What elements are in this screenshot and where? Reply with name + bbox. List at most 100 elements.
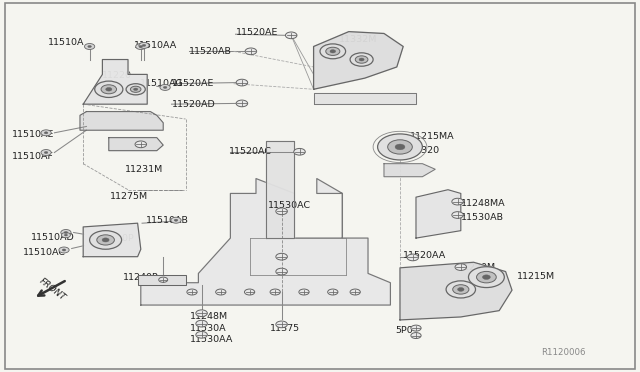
Circle shape — [84, 44, 95, 49]
Circle shape — [139, 45, 143, 48]
Circle shape — [483, 275, 490, 279]
Circle shape — [350, 289, 360, 295]
Circle shape — [446, 281, 476, 298]
Circle shape — [330, 50, 335, 53]
Circle shape — [95, 81, 123, 97]
Circle shape — [196, 331, 207, 338]
Circle shape — [294, 148, 305, 155]
Circle shape — [196, 320, 207, 327]
Text: 11520AC: 11520AC — [229, 147, 272, 156]
Text: 11210P: 11210P — [99, 234, 135, 243]
Text: 11240P: 11240P — [123, 273, 159, 282]
Text: 11510AC: 11510AC — [23, 248, 66, 257]
Text: 11510AD: 11510AD — [31, 233, 74, 242]
Circle shape — [276, 268, 287, 275]
Text: 11520AA: 11520AA — [403, 251, 447, 260]
Circle shape — [458, 288, 464, 291]
Circle shape — [159, 277, 168, 282]
Circle shape — [187, 289, 197, 295]
Text: 11530AC: 11530AC — [268, 201, 310, 210]
Circle shape — [44, 151, 48, 154]
Circle shape — [139, 42, 149, 48]
Circle shape — [270, 289, 280, 295]
Polygon shape — [400, 262, 512, 320]
Circle shape — [245, 48, 257, 55]
Circle shape — [355, 56, 368, 63]
Text: 11510AA: 11510AA — [134, 41, 178, 50]
Circle shape — [477, 272, 496, 283]
Text: 11375: 11375 — [270, 324, 300, 333]
Circle shape — [163, 86, 167, 89]
Circle shape — [378, 134, 422, 160]
Circle shape — [90, 231, 122, 249]
Text: 11510AB: 11510AB — [146, 216, 189, 225]
Circle shape — [102, 238, 109, 242]
Circle shape — [136, 44, 146, 49]
Circle shape — [216, 289, 226, 295]
Text: 11520AE: 11520AE — [172, 79, 214, 88]
Text: 11275M: 11275M — [110, 192, 148, 201]
Polygon shape — [266, 141, 294, 238]
Circle shape — [388, 140, 412, 154]
Polygon shape — [83, 60, 147, 104]
Circle shape — [326, 47, 340, 55]
Polygon shape — [314, 93, 416, 104]
Text: 11510A: 11510A — [48, 38, 84, 47]
FancyBboxPatch shape — [138, 275, 186, 285]
Circle shape — [97, 235, 115, 245]
Circle shape — [126, 84, 145, 95]
Text: 11220M: 11220M — [458, 263, 496, 272]
Circle shape — [285, 32, 297, 39]
Text: 11520AE: 11520AE — [236, 28, 278, 37]
Circle shape — [407, 254, 419, 261]
Text: 11510AG: 11510AG — [140, 79, 183, 88]
Text: 11248MA: 11248MA — [461, 199, 506, 208]
Text: 11520AD: 11520AD — [172, 100, 215, 109]
Polygon shape — [83, 223, 141, 257]
Circle shape — [276, 321, 287, 328]
Text: 11520AB: 11520AB — [189, 47, 232, 56]
Polygon shape — [416, 190, 461, 238]
Circle shape — [452, 212, 463, 218]
Polygon shape — [109, 138, 163, 151]
Circle shape — [134, 88, 138, 90]
Polygon shape — [384, 164, 435, 177]
Circle shape — [106, 87, 112, 91]
Circle shape — [101, 85, 116, 94]
Text: 11320: 11320 — [410, 146, 440, 155]
Circle shape — [160, 84, 170, 90]
Circle shape — [196, 310, 207, 317]
Circle shape — [171, 217, 181, 223]
Circle shape — [61, 232, 70, 238]
Circle shape — [174, 219, 178, 221]
Text: 11510AE: 11510AE — [12, 130, 54, 139]
Circle shape — [350, 53, 373, 66]
Circle shape — [411, 333, 421, 339]
Circle shape — [276, 253, 287, 260]
Text: 11530AB: 11530AB — [461, 213, 504, 222]
Circle shape — [61, 230, 71, 235]
Text: 11332M: 11332M — [339, 35, 378, 44]
Circle shape — [65, 234, 67, 236]
Circle shape — [64, 231, 68, 234]
Text: 5P0^: 5P0^ — [396, 326, 421, 335]
Circle shape — [88, 45, 92, 48]
Text: 11231M: 11231M — [125, 165, 163, 174]
Circle shape — [41, 130, 51, 136]
Polygon shape — [314, 32, 403, 89]
Text: R1120006: R1120006 — [541, 348, 586, 357]
Circle shape — [328, 289, 338, 295]
Circle shape — [395, 144, 405, 150]
Polygon shape — [80, 112, 163, 130]
Polygon shape — [141, 179, 390, 305]
Circle shape — [468, 267, 504, 288]
Circle shape — [59, 247, 69, 253]
Text: 11215M: 11215M — [517, 272, 556, 280]
Circle shape — [320, 44, 346, 59]
Circle shape — [142, 44, 146, 46]
Circle shape — [44, 132, 48, 134]
Circle shape — [41, 150, 51, 155]
Text: 11510AF: 11510AF — [12, 153, 53, 161]
Circle shape — [411, 325, 421, 331]
Circle shape — [299, 289, 309, 295]
